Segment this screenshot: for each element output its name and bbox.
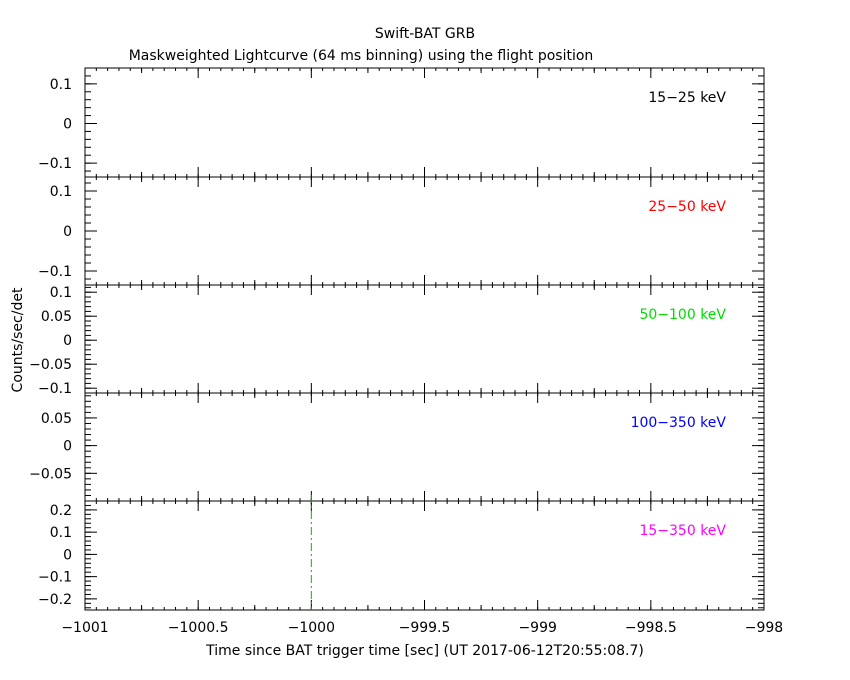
y-tick-label: −0.1 [38, 264, 72, 280]
y-tick-label: 0.1 [50, 184, 72, 200]
x-tick-label: −998.5 [625, 620, 677, 636]
band-label: 15−350 keV [639, 523, 726, 539]
x-tick-label: −998 [745, 620, 783, 636]
chart-title: Swift-BAT GRB [375, 26, 475, 42]
y-tick-label: −0.1 [38, 156, 72, 172]
y-tick-label: −0.05 [29, 357, 72, 373]
x-axis-label: Time since BAT trigger time [sec] (UT 20… [205, 643, 644, 659]
y-tick-label: 0 [63, 547, 72, 563]
x-tick-label: −1001 [61, 620, 108, 636]
panel-3: −0.1 −0.05 0 0.05 0.1 50−100 keV [29, 284, 765, 397]
x-tick-label: −999.5 [399, 620, 451, 636]
y-tick-label: 0.05 [41, 309, 72, 325]
panel-2: −0.1 0 0.1 25−50 keV [38, 176, 765, 286]
y-tick-label: 0 [63, 439, 72, 455]
panel-5: −0.2 −0.1 0 0.1 0.2 15−350 keV [38, 500, 765, 611]
y-tick-label: 0.1 [50, 285, 72, 301]
band-label: 15−25 keV [648, 90, 726, 106]
y-tick-label: −0.1 [38, 570, 72, 586]
panel-frame [84, 392, 765, 502]
y-tick-label: 0 [63, 116, 72, 132]
y-tick-label: 0.05 [41, 411, 72, 427]
y-axis-label: Counts/sec/det [10, 287, 26, 392]
y-tick-label: 0 [63, 224, 72, 240]
panel-1: −0.1 0 0.1 15−25 keV [38, 67, 765, 178]
y-tick-label: 0.2 [50, 503, 72, 519]
chart-subtitle: Maskweighted Lightcurve (64 ms binning) … [129, 48, 594, 64]
panel-frame [84, 67, 765, 178]
panel-frame [84, 176, 765, 286]
x-tick-label: −999 [518, 620, 556, 636]
y-tick-label: 0 [63, 333, 72, 349]
band-label: 50−100 keV [639, 307, 726, 323]
x-tick-label: −1000.5 [168, 620, 229, 636]
band-label: 100−350 keV [631, 415, 727, 431]
panel-frame [84, 284, 765, 394]
band-label: 25−50 keV [648, 199, 726, 215]
y-tick-label: −0.05 [29, 466, 72, 482]
panels-group: −0.100.115−25 keV−0.100.125−50 keV−0.1−0… [29, 67, 783, 636]
panel-frame [84, 500, 765, 611]
y-tick-label: −0.2 [38, 592, 72, 608]
y-tick-label: 0.1 [50, 525, 72, 541]
y-tick-label: −0.1 [38, 381, 72, 397]
panel-4: −0.05 0 0.05 100−350 keV [29, 392, 765, 502]
y-tick-label: 0.1 [50, 77, 72, 93]
x-tick-label: −1000 [288, 620, 335, 636]
